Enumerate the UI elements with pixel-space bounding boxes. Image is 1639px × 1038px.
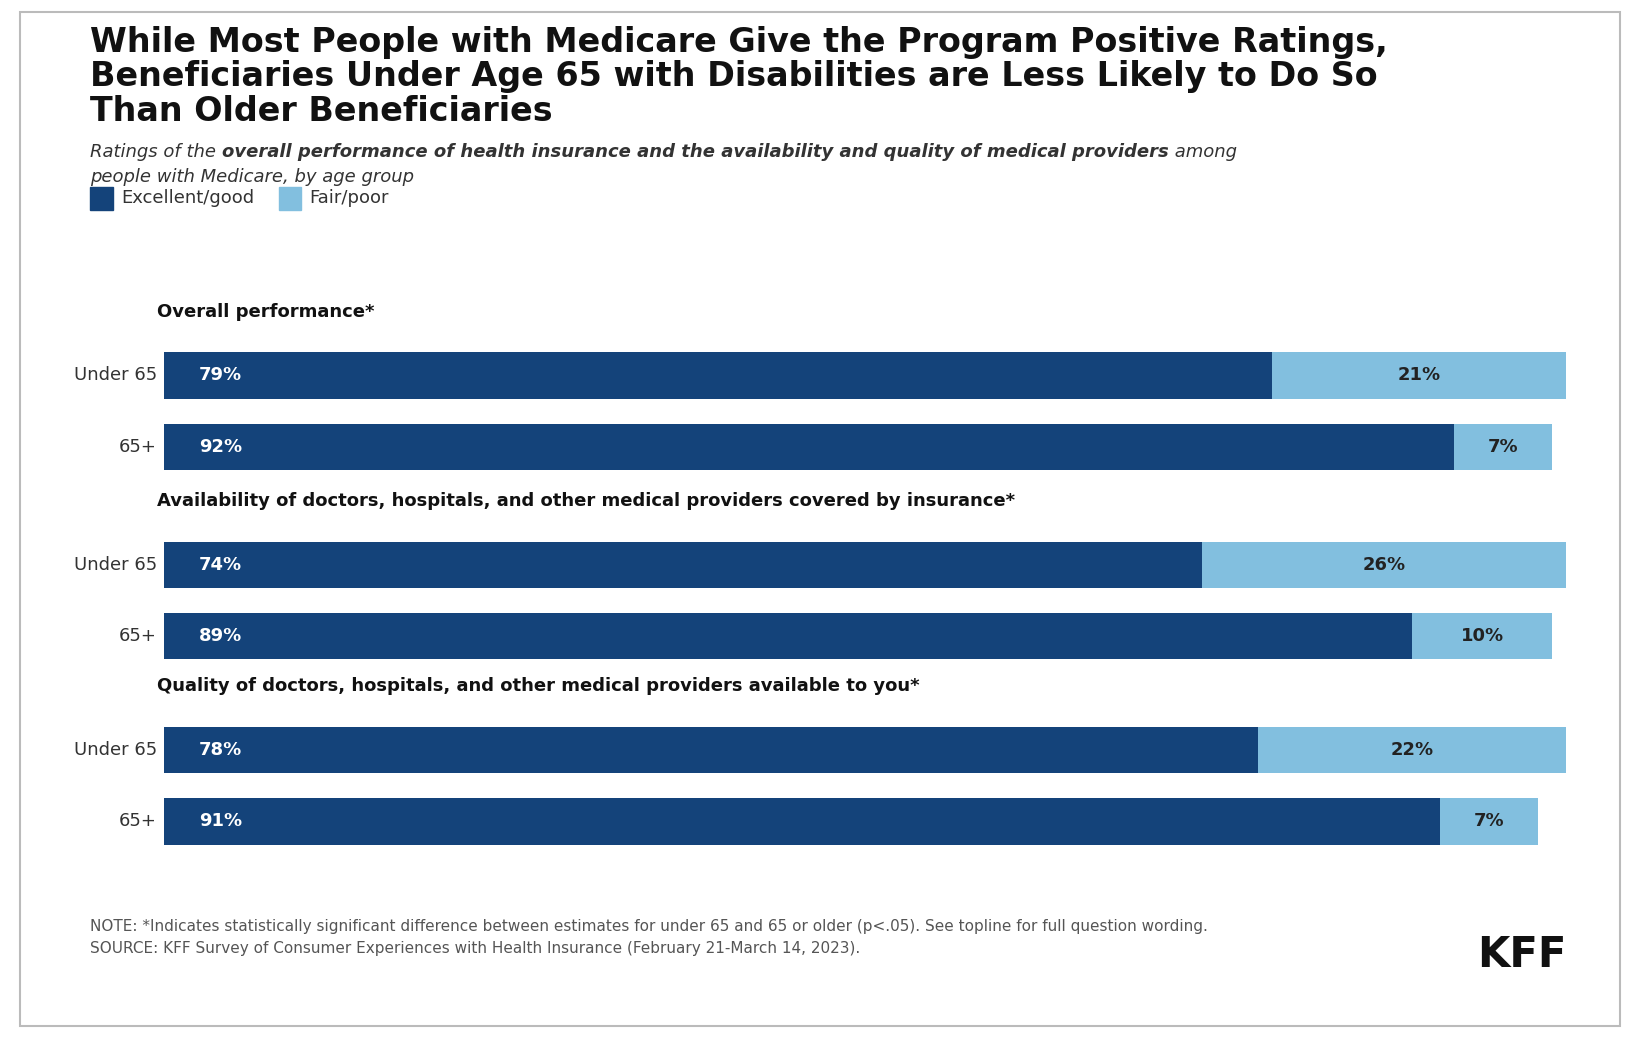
Text: Under 65: Under 65 (74, 741, 157, 759)
Text: While Most People with Medicare Give the Program Positive Ratings,: While Most People with Medicare Give the… (90, 26, 1387, 59)
Text: overall performance of health insurance and the availability and quality of medi: overall performance of health insurance … (221, 143, 1169, 161)
Bar (164, 352, 1270, 399)
Text: 7%: 7% (1487, 438, 1518, 456)
Text: Fair/poor: Fair/poor (310, 189, 388, 208)
Text: people with Medicare, by age group: people with Medicare, by age group (90, 168, 415, 186)
Text: 65+: 65+ (120, 438, 157, 456)
Text: among: among (1169, 143, 1236, 161)
Text: Quality of doctors, hospitals, and other medical providers available to you*: Quality of doctors, hospitals, and other… (157, 677, 919, 695)
Bar (1201, 542, 1565, 588)
Text: NOTE: *Indicates statistically significant difference between estimates for unde: NOTE: *Indicates statistically significa… (90, 919, 1208, 933)
Bar (164, 613, 1411, 659)
Text: KFF: KFF (1477, 934, 1565, 976)
Text: Ratings of the: Ratings of the (90, 143, 221, 161)
Text: Availability of doctors, hospitals, and other medical providers covered by insur: Availability of doctors, hospitals, and … (157, 492, 1015, 510)
Bar (164, 727, 1257, 773)
Text: 91%: 91% (198, 813, 243, 830)
Text: 22%: 22% (1390, 741, 1432, 759)
Text: 65+: 65+ (120, 813, 157, 830)
Bar (164, 798, 1439, 845)
Text: Beneficiaries Under Age 65 with Disabilities are Less Likely to Do So: Beneficiaries Under Age 65 with Disabili… (90, 60, 1377, 93)
Text: Under 65: Under 65 (74, 555, 157, 574)
Bar (1439, 798, 1537, 845)
Text: Overall performance*: Overall performance* (157, 303, 374, 321)
Text: 92%: 92% (198, 438, 243, 456)
Text: SOURCE: KFF Survey of Consumer Experiences with Health Insurance (February 21-Ma: SOURCE: KFF Survey of Consumer Experienc… (90, 941, 860, 956)
Text: 10%: 10% (1460, 627, 1503, 646)
Text: 65+: 65+ (120, 627, 157, 646)
Text: 78%: 78% (198, 741, 243, 759)
Bar (164, 424, 1454, 470)
Text: 74%: 74% (198, 555, 243, 574)
Text: 79%: 79% (198, 366, 243, 384)
Bar (1257, 727, 1565, 773)
Text: 26%: 26% (1362, 555, 1405, 574)
Bar (1411, 613, 1550, 659)
Text: Excellent/good: Excellent/good (121, 189, 254, 208)
Text: 89%: 89% (198, 627, 243, 646)
Text: 7%: 7% (1473, 813, 1503, 830)
Bar (1454, 424, 1550, 470)
Text: Than Older Beneficiaries: Than Older Beneficiaries (90, 95, 552, 129)
Text: Under 65: Under 65 (74, 366, 157, 384)
Bar (164, 542, 1201, 588)
Bar (1270, 352, 1565, 399)
Text: 21%: 21% (1396, 366, 1439, 384)
